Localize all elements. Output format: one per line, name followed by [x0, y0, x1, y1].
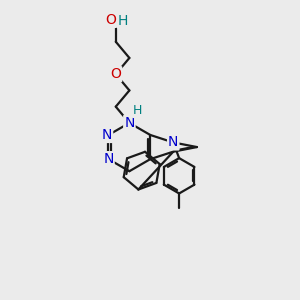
Text: H: H: [133, 104, 142, 117]
Text: N: N: [124, 116, 135, 130]
Text: H: H: [118, 14, 128, 28]
Text: N: N: [102, 128, 112, 142]
Text: O: O: [110, 67, 121, 81]
Text: O: O: [105, 13, 116, 27]
Text: N: N: [168, 135, 178, 149]
Text: N: N: [103, 152, 114, 166]
